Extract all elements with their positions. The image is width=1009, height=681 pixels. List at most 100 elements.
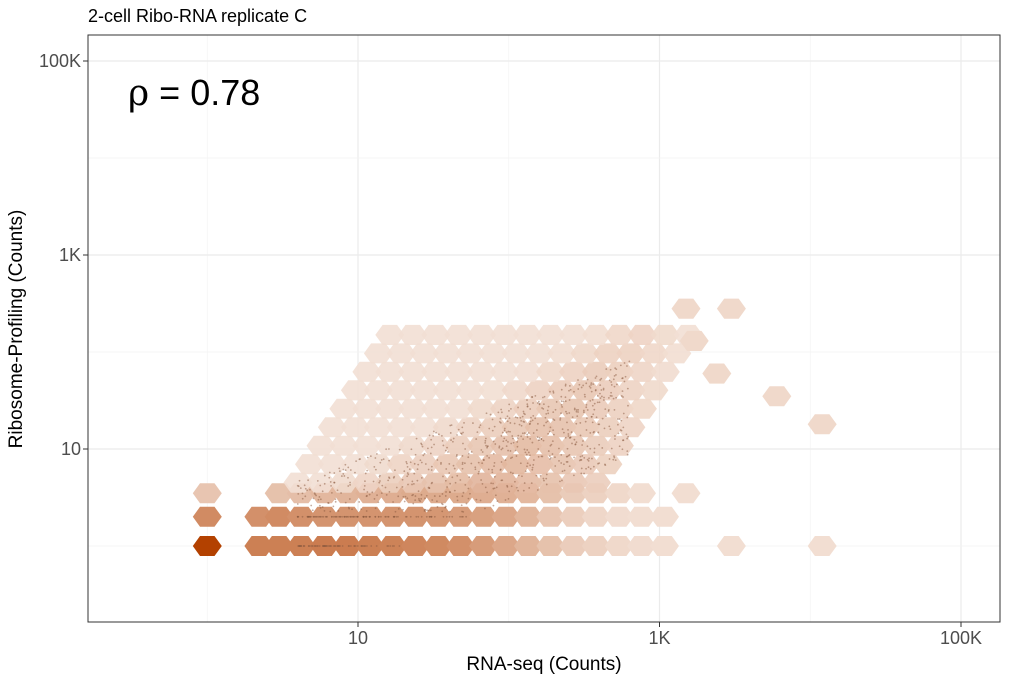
data-point bbox=[428, 515, 431, 518]
data-point bbox=[354, 471, 356, 474]
hex-bin bbox=[478, 380, 508, 401]
data-point bbox=[559, 418, 562, 421]
hex-bin bbox=[536, 536, 566, 556]
hex-bin bbox=[467, 472, 497, 493]
data-point bbox=[415, 437, 418, 440]
data-point bbox=[520, 420, 523, 422]
data-point bbox=[554, 408, 557, 411]
data-point bbox=[589, 432, 592, 434]
hex-bin bbox=[283, 472, 313, 493]
data-point bbox=[581, 444, 584, 446]
data-point bbox=[407, 483, 409, 486]
data-point bbox=[570, 431, 573, 434]
data-point bbox=[594, 389, 597, 392]
data-point bbox=[494, 443, 497, 445]
data-point bbox=[366, 456, 369, 459]
data-point bbox=[566, 412, 568, 415]
data-point bbox=[546, 420, 549, 423]
data-point bbox=[388, 490, 391, 493]
data-point bbox=[481, 482, 484, 485]
hex-bin bbox=[192, 536, 222, 556]
data-point bbox=[438, 495, 441, 498]
data-point bbox=[347, 466, 350, 469]
data-point bbox=[545, 483, 548, 486]
hex-bin bbox=[536, 506, 566, 527]
hex-bin bbox=[536, 324, 565, 345]
data-point bbox=[480, 479, 483, 481]
data-point bbox=[575, 422, 578, 425]
data-point bbox=[486, 491, 488, 494]
data-point bbox=[584, 420, 587, 423]
data-point bbox=[413, 462, 416, 465]
data-point bbox=[509, 471, 512, 474]
data-point bbox=[307, 479, 309, 482]
data-point bbox=[341, 545, 344, 547]
data-point bbox=[468, 476, 471, 479]
data-point bbox=[500, 411, 503, 414]
data-point bbox=[309, 515, 312, 518]
data-point bbox=[546, 409, 549, 412]
hex-bin bbox=[398, 324, 428, 345]
data-point bbox=[579, 422, 582, 424]
data-point bbox=[622, 412, 625, 415]
data-point bbox=[573, 408, 576, 411]
data-point bbox=[561, 428, 564, 431]
data-point bbox=[436, 459, 439, 461]
data-point bbox=[539, 474, 542, 477]
data-point bbox=[322, 545, 324, 547]
data-point bbox=[479, 499, 482, 502]
data-point bbox=[568, 389, 570, 392]
data-point bbox=[449, 432, 452, 434]
data-point bbox=[529, 437, 532, 440]
hex-bin bbox=[582, 398, 611, 419]
data-point bbox=[339, 515, 341, 518]
data-point bbox=[441, 493, 444, 495]
data-point bbox=[591, 404, 594, 407]
data-point bbox=[580, 467, 583, 470]
data-point bbox=[534, 417, 537, 420]
data-point bbox=[464, 483, 467, 486]
hex-bin bbox=[286, 506, 316, 527]
data-point bbox=[501, 479, 504, 482]
data-point bbox=[598, 443, 601, 446]
hex-bin bbox=[340, 454, 370, 475]
data-point bbox=[543, 395, 546, 398]
x-tick-label: 10 bbox=[348, 628, 368, 648]
hex-bin bbox=[375, 398, 405, 419]
data-point bbox=[554, 456, 556, 459]
data-point bbox=[517, 489, 519, 492]
data-point bbox=[456, 499, 459, 502]
data-point bbox=[384, 486, 387, 489]
data-point bbox=[576, 415, 579, 418]
data-point bbox=[395, 486, 398, 489]
data-point bbox=[318, 545, 321, 547]
data-point bbox=[376, 494, 378, 497]
data-point bbox=[307, 545, 310, 547]
data-point bbox=[609, 428, 612, 431]
data-point bbox=[446, 486, 448, 488]
hex-bin bbox=[363, 454, 393, 475]
data-point bbox=[301, 497, 304, 500]
hex-bin bbox=[513, 361, 543, 382]
data-point bbox=[301, 492, 304, 495]
hex-bin bbox=[639, 343, 669, 364]
data-point bbox=[429, 509, 432, 512]
hex-bin bbox=[329, 435, 359, 456]
hex-bin bbox=[650, 324, 680, 345]
data-point bbox=[590, 383, 592, 386]
panel-border bbox=[87, 34, 1001, 623]
data-point bbox=[564, 383, 567, 386]
data-point bbox=[414, 495, 417, 497]
hex-bin bbox=[264, 536, 294, 556]
data-point bbox=[454, 481, 457, 484]
data-point bbox=[558, 459, 560, 462]
data-point bbox=[449, 482, 452, 485]
data-point bbox=[336, 545, 339, 547]
data-point bbox=[615, 373, 617, 376]
data-point bbox=[581, 455, 584, 457]
data-point bbox=[517, 406, 519, 409]
data-point bbox=[529, 464, 532, 467]
hex-bin bbox=[559, 361, 588, 382]
hex-bin bbox=[650, 506, 679, 527]
hex-bin bbox=[627, 398, 657, 419]
